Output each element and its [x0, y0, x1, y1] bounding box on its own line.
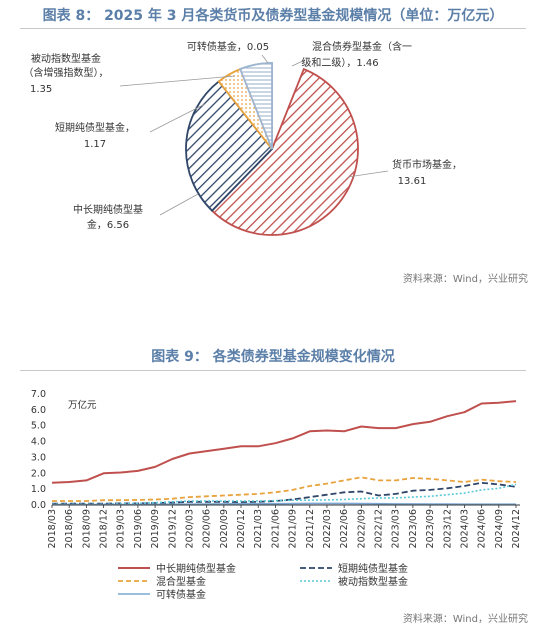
- y-tick-label: 2.0: [31, 468, 46, 479]
- x-tick-label: 2024/12: [511, 509, 522, 548]
- x-tick-label: 2021/09: [288, 509, 299, 548]
- legend-label: 中长期纯债型基金: [156, 562, 236, 575]
- x-tick-label: 2020/06: [202, 509, 213, 548]
- y-tick-label: 4.0: [31, 437, 46, 448]
- x-tick-label: 2024/03: [459, 509, 470, 548]
- x-tick-label: 2020/09: [219, 509, 230, 548]
- x-tick-label: 2024/06: [477, 509, 488, 548]
- pie-label: 货币市场基金，: [392, 158, 462, 171]
- pie-label: 级和二级），1.46: [301, 57, 378, 69]
- pie-chart: 货币市场基金， 13.61 中长期纯债型基金，6.56 短期纯债型基金， 1.17 被动指…: [24, 40, 462, 236]
- x-tick-label: 2022/12: [374, 509, 385, 548]
- x-tick-label: 2019/03: [116, 509, 127, 548]
- x-tick-label: 2023/06: [408, 509, 419, 548]
- pie-leader-line: [291, 59, 306, 67]
- figure8-title: 图表 8： 2025 年 3 月各类货币及债券型基金规模情况（单位：万亿元）: [42, 8, 504, 24]
- pie-label: 可转债基金，0.05: [187, 40, 269, 53]
- x-tick-label: 2021/06: [270, 509, 281, 548]
- legend-label: 混合型基金: [156, 575, 206, 588]
- x-tick-label: 2018/03: [47, 509, 58, 548]
- legend-label: 被动指数型基金: [338, 575, 408, 588]
- pie-label: 被动指数型基金: [31, 52, 101, 65]
- series-line-0: [51, 400, 517, 484]
- x-tick-label: 2019/06: [133, 509, 144, 548]
- x-tick-label: 2018/12: [99, 509, 110, 548]
- y-tick-label: 6.0: [31, 405, 46, 416]
- pie-leader-line: [347, 170, 389, 178]
- y-tick-label: 3.0: [31, 452, 46, 463]
- x-tick-label: 2023/12: [442, 509, 453, 548]
- y-tick-label: 1.0: [31, 484, 46, 495]
- pie-slice-0: [210, 67, 359, 236]
- x-tick-label: 2018/09: [81, 509, 92, 548]
- x-tick-label: 2021/03: [253, 509, 264, 548]
- title-divider: [20, 370, 526, 371]
- pie-slice-1: [185, 80, 274, 212]
- x-tick-label: 2022/09: [356, 509, 367, 548]
- legend-label: 可转债基金: [156, 588, 206, 601]
- x-tick-label: 2020/03: [184, 509, 195, 548]
- pie-label: 金，6.56: [87, 218, 129, 231]
- y-tick-label: 0.0: [31, 500, 46, 511]
- x-tick-label: 2022/06: [339, 509, 350, 548]
- figure9-source: 资料来源：Wind，兴业研究: [402, 614, 528, 625]
- pie-label: 1.35: [30, 84, 52, 95]
- y-tick-label: 5.0: [31, 421, 46, 432]
- pie-label: 中长期纯债型基: [73, 203, 143, 216]
- x-tick-label: 2023/09: [425, 509, 436, 548]
- series-line-2: [52, 476, 517, 502]
- legend-label: 短期纯债型基金: [338, 562, 408, 575]
- title-divider: [20, 28, 526, 29]
- x-tick-label: 2018/06: [64, 509, 75, 548]
- pie-label: 短期纯债型基金，: [55, 121, 135, 134]
- pie-slice-5: [239, 62, 273, 150]
- figure9-title: 图表 9： 各类债券型基金规模变化情况: [151, 349, 395, 365]
- pie-leader-line: [159, 193, 199, 216]
- unit-label: 万亿元: [68, 399, 97, 411]
- x-tick-label: 2020/12: [236, 509, 247, 548]
- series-line-3: [52, 483, 517, 505]
- pie-leader-line: [149, 103, 206, 133]
- y-tick-label: 7.0: [31, 389, 46, 400]
- x-tick-label: 2022/03: [322, 509, 333, 548]
- pie-label: 13.61: [398, 176, 427, 187]
- x-tick-label: 2024/09: [494, 509, 505, 548]
- x-tick-label: 2021/12: [305, 509, 316, 548]
- pie-leader-line: [261, 54, 269, 64]
- pie-leader-line: [119, 75, 236, 87]
- x-tick-label: 2019/12: [167, 509, 178, 548]
- x-tick-label: 2023/03: [391, 509, 402, 548]
- figure8-source: 资料来源：Wind，兴业研究: [402, 274, 528, 285]
- line-chart: 0.0 1.0 2.0 3.0 4.0 5.0 6.0 7.0 万亿元 2018/03 2018/…: [31, 389, 522, 601]
- pie-label: 1.17: [84, 139, 106, 150]
- pie-label: （含增强指数型），: [24, 66, 109, 79]
- pie-label: 混合债券型基金（含一: [312, 40, 412, 53]
- x-tick-label: 2019/09: [150, 509, 161, 548]
